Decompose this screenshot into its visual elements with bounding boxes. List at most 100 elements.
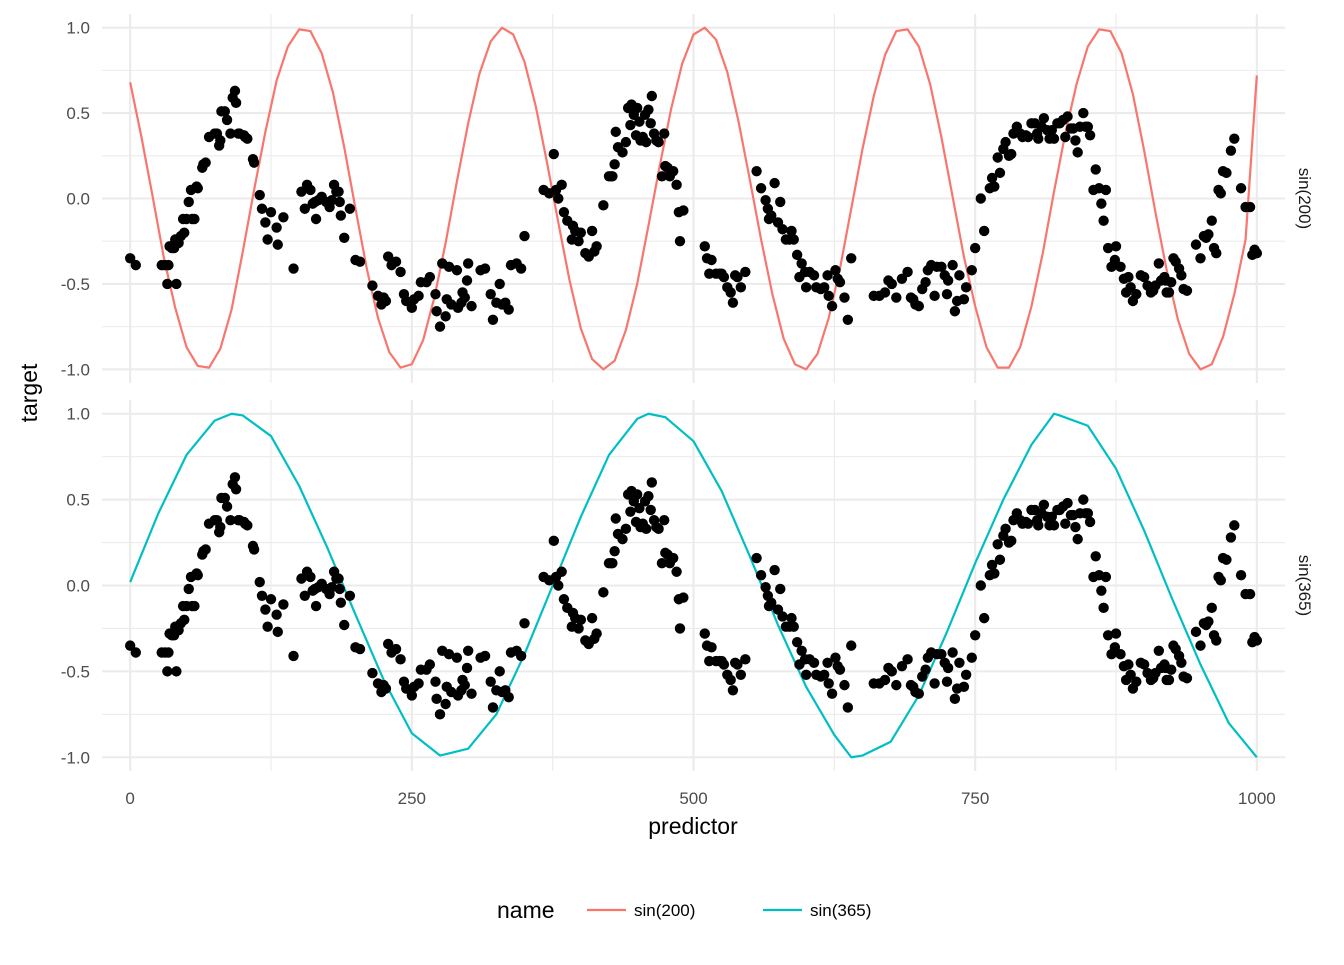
data-point <box>1176 657 1187 668</box>
data-point <box>434 321 446 332</box>
data-point <box>610 126 621 138</box>
data-point <box>1221 167 1232 179</box>
data-point <box>215 135 226 146</box>
data-point <box>674 236 686 247</box>
data-point <box>1038 113 1050 124</box>
data-point <box>699 628 710 639</box>
data-point <box>406 302 418 314</box>
data-point <box>335 597 347 608</box>
legend-label: sin(200) <box>634 901 695 920</box>
data-point <box>920 277 931 288</box>
data-point <box>443 649 455 660</box>
data-point <box>986 559 998 571</box>
data-point <box>130 647 141 658</box>
data-point <box>344 203 356 214</box>
data-point <box>989 181 1000 192</box>
data-point <box>735 282 747 293</box>
data-point <box>254 189 265 201</box>
data-point <box>382 251 394 262</box>
data-point <box>553 193 564 204</box>
data-point <box>189 213 200 225</box>
data-point <box>755 569 767 581</box>
data-point <box>380 295 392 307</box>
data-point <box>830 652 841 663</box>
y-tick-label: 0.5 <box>66 104 90 123</box>
data-point <box>766 210 777 221</box>
data-point <box>1163 287 1175 298</box>
data-point <box>461 275 473 286</box>
data-point <box>424 271 436 283</box>
data-point <box>401 295 412 307</box>
data-point <box>653 523 664 535</box>
data-point <box>954 270 965 281</box>
data-point <box>913 300 925 312</box>
data-point <box>548 148 559 160</box>
data-point <box>834 664 846 675</box>
data-point <box>462 258 474 269</box>
data-point <box>451 265 463 276</box>
data-point <box>891 679 902 691</box>
data-point <box>278 212 289 223</box>
data-point <box>242 520 253 531</box>
data-point <box>960 282 972 293</box>
y-tick-label: 0.0 <box>66 190 90 209</box>
data-point <box>230 97 242 109</box>
x-tick-label: 1000 <box>1238 789 1276 808</box>
data-point <box>310 213 322 225</box>
data-point <box>413 290 424 302</box>
data-point <box>818 669 830 681</box>
data-point <box>634 116 645 127</box>
data-point <box>1225 145 1237 156</box>
data-point <box>466 300 477 312</box>
data-point <box>339 232 350 243</box>
legend: name sin(200) sin(365) <box>497 897 871 923</box>
data-point <box>1000 136 1011 148</box>
data-point <box>800 669 812 681</box>
data-point <box>954 657 965 668</box>
data-point <box>558 594 570 605</box>
legend-entry: sin(365) <box>763 901 871 920</box>
data-point <box>443 261 455 273</box>
data-point <box>808 657 820 668</box>
data-point <box>1110 628 1122 639</box>
data-point <box>668 165 679 177</box>
data-point <box>625 119 636 131</box>
data-point <box>1082 121 1094 132</box>
panels-layer: -1.0 -0.5 0.0 0.5 1.0 sin(200) -1.0 -0.5 0.0 0.5 1… <box>61 14 1314 771</box>
data-point <box>1251 635 1263 646</box>
data-point <box>440 698 451 710</box>
data-point <box>171 278 182 290</box>
data-point <box>659 515 670 526</box>
data-point <box>978 612 990 624</box>
data-point <box>1153 258 1165 269</box>
data-point <box>1078 494 1089 505</box>
data-point <box>718 659 730 670</box>
data-point <box>942 275 954 286</box>
data-point <box>1125 669 1136 681</box>
data-point <box>1215 575 1226 586</box>
data-point <box>986 172 998 184</box>
data-point <box>718 271 730 283</box>
y-tick-label: -0.5 <box>61 662 90 681</box>
legend-title: name <box>497 897 555 923</box>
data-point <box>171 666 182 677</box>
data-point <box>607 557 618 569</box>
data-point <box>424 659 436 670</box>
data-point <box>260 604 271 615</box>
data-point <box>573 236 584 247</box>
data-point <box>1115 261 1126 273</box>
data-point <box>354 643 366 655</box>
data-point <box>1070 521 1081 533</box>
data-point <box>515 650 527 662</box>
data-point <box>839 292 850 303</box>
data-point <box>645 118 656 129</box>
data-point <box>271 609 282 620</box>
data-point <box>823 290 834 302</box>
data-point <box>634 503 645 514</box>
data-point <box>272 239 283 250</box>
data-point <box>434 709 446 720</box>
data-point <box>124 253 136 264</box>
scatter-points <box>124 85 1263 332</box>
data-point <box>1102 630 1114 641</box>
